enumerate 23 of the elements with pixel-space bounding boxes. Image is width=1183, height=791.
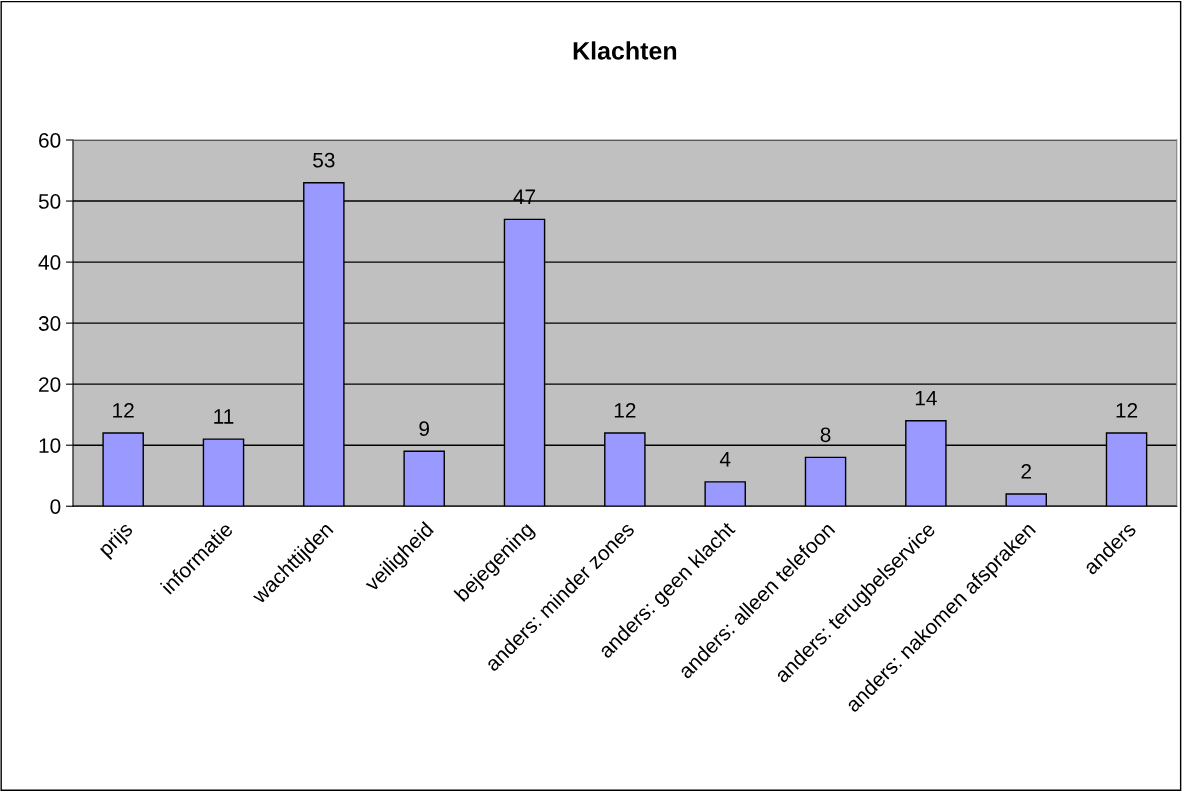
y-tick-label: 50 (38, 194, 61, 209)
y-tick-label: 40 (38, 255, 61, 270)
data-label: 2 (1021, 464, 1031, 479)
chart-title: Klachten (573, 41, 677, 60)
data-label: 14 (915, 391, 937, 406)
y-tick-label: 20 (39, 377, 61, 392)
data-label: 8 (820, 427, 831, 443)
data-label: 4 (719, 452, 731, 467)
data-label: 12 (1116, 403, 1138, 418)
y-tick-label: 0 (50, 499, 61, 514)
data-label: 12 (614, 403, 636, 418)
data-label: 12 (113, 403, 134, 418)
bar (1005, 493, 1047, 507)
data-label: 53 (313, 152, 335, 168)
bar (403, 450, 445, 507)
data-label: 11 (214, 409, 234, 424)
data-label: 9 (419, 421, 429, 437)
y-tick-label: 10 (39, 438, 61, 453)
x-tick-label: prijs (97, 520, 137, 560)
bar (704, 481, 746, 507)
bar (804, 456, 847, 507)
y-tick-label: 60 (39, 133, 61, 148)
y-tick-label: 30 (38, 316, 61, 331)
